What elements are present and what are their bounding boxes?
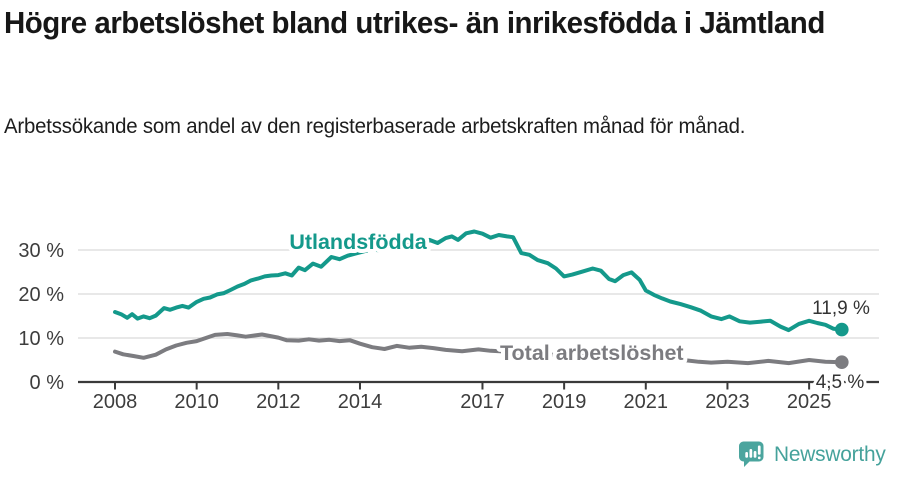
exclamation-bar-icon [757,445,761,455]
x-tick-label: 2017 [460,391,505,413]
y-tick-label: 10 % [18,328,64,350]
end-value-label-utlandsfodda: 11,9 % [812,298,870,319]
end-value-label-total: 4,5 % [816,372,865,393]
x-tick-label: 2012 [256,391,301,413]
chart-title: Högre arbetslöshet bland utrikes- än inr… [4,5,825,40]
exclamation-dot-icon [757,456,761,460]
mini-bar-chart-icon [745,445,761,460]
x-tick-label: 2021 [624,391,669,413]
x-tick-label: 2010 [174,391,219,413]
series-end-dot-utlandsfodda [835,322,849,337]
newsworthy-logo: Newsworthy [736,439,889,469]
series-line-utlandsfodda [113,229,844,333]
series-label-total: Total arbetslöshet [500,341,684,365]
x-tick-label: 2023 [705,391,750,413]
x-tick-label: 2025 [787,391,832,413]
brand-name: Newsworthy [773,441,886,466]
y-tick-label: 30 % [18,240,64,262]
series-label-utlandsfodda: Utlandsfödda [289,230,427,254]
y-tick-label: 20 % [18,284,64,306]
x-tick-label: 2008 [93,391,138,413]
x-tick-label: 2014 [338,391,383,413]
y-tick-label: 0 % [30,372,65,394]
x-tick-label: 2019 [542,391,587,413]
chart-subtitle: Arbetssökande som andel av den registerb… [4,115,746,138]
series-end-dot-total [835,355,849,370]
series-line-total [113,332,844,366]
newsworthy-pin-icon [738,441,764,467]
